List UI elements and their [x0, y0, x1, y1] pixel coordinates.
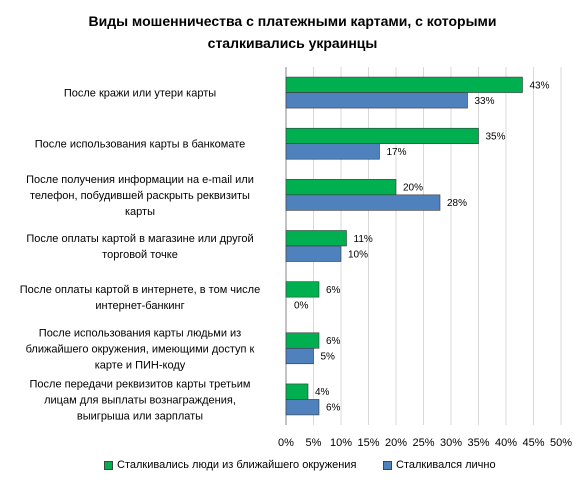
x-tick-label: 45%: [522, 437, 544, 449]
legend-swatch-close-circle: [104, 460, 113, 470]
bar: [285, 143, 380, 160]
category-label: После использования карты в банкомате: [35, 139, 246, 151]
data-label: 17%: [387, 147, 407, 158]
data-label: 11%: [354, 234, 373, 245]
category-label: После передачи реквизитов карты третьим: [30, 378, 251, 390]
bar: [285, 347, 314, 365]
legend-swatch-personal: [383, 460, 392, 470]
bar: [285, 230, 347, 247]
category-label: После оплаты картой в магазине или друго…: [26, 233, 253, 245]
legend-item-close-circle: Сталкивались люди из ближайшего окружени…: [104, 459, 356, 471]
bar: [285, 127, 479, 145]
data-label: 5%: [321, 352, 336, 363]
bar: [285, 194, 441, 211]
bar: [285, 332, 320, 349]
x-tick-label: 5%: [306, 437, 322, 449]
x-tick-label: 35%: [467, 437, 489, 449]
data-label: 0%: [294, 300, 309, 311]
category-label: интернет-банкинг: [95, 300, 184, 312]
data-label: 6%: [326, 403, 341, 414]
data-label: 43%: [530, 80, 550, 91]
x-tick-label: 0%: [278, 437, 294, 449]
category-label: После получения информации на e-mail или: [26, 174, 254, 186]
category-label: карте и ПИН-коду: [95, 359, 186, 371]
bar: [285, 245, 342, 262]
x-tick-label: 10%: [330, 437, 352, 449]
x-tick-label: 30%: [440, 437, 462, 449]
chart-title: Виды мошенничества с платежными картами,…: [88, 13, 497, 51]
legend-label-personal: Сталкивался лично: [396, 459, 496, 471]
bar: [285, 179, 397, 196]
data-label: 10%: [348, 249, 368, 260]
category-label: ближайшего окружения, имеющими доступ к: [26, 343, 255, 355]
x-tick-label: 15%: [357, 437, 379, 449]
category-label: После оплаты картой в интернете, в том ч…: [20, 284, 260, 296]
category-label: телефон, побудившей раскрыть реквизиты: [30, 190, 250, 202]
data-label: 35%: [486, 131, 506, 142]
category-label: После кражи или утери карты: [64, 88, 216, 100]
category-label: лицам для выплаты вознаграждения,: [44, 394, 236, 406]
bar: [285, 76, 523, 93]
x-tick-label: 50%: [550, 437, 572, 449]
legend-item-personal: Сталкивался лично: [383, 459, 496, 471]
bar: [285, 92, 468, 109]
data-label: 6%: [326, 285, 341, 296]
category-label: карты: [125, 206, 155, 218]
data-label: 20%: [403, 183, 423, 194]
data-label: 28%: [447, 198, 467, 209]
x-tick-label: 20%: [385, 437, 407, 449]
data-label: 4%: [315, 387, 330, 398]
category-label: выигрыша или зарплаты: [77, 410, 203, 422]
category-label: торговой точке: [102, 249, 178, 261]
x-tick-label: 25%: [412, 437, 434, 449]
bar: [285, 383, 309, 400]
x-tick-label: 40%: [495, 437, 517, 449]
bar: [285, 281, 320, 298]
bar: [285, 399, 320, 416]
category-label: После использования карты людьми из: [39, 327, 241, 339]
data-label: 33%: [475, 96, 495, 107]
data-label: 6%: [326, 336, 341, 347]
legend-label-close-circle: Сталкивались люди из ближайшего окружени…: [117, 459, 357, 471]
